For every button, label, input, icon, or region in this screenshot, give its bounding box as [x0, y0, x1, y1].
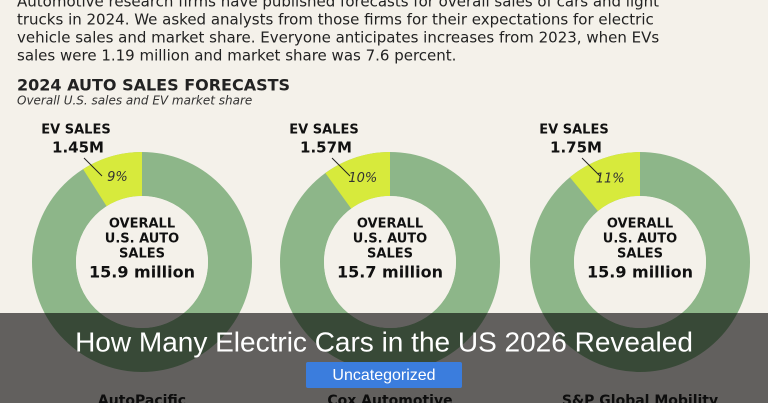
ev-share-segment: [569, 152, 640, 212]
ev-share-label: 10%: [348, 171, 377, 186]
total-sales: 15.7 million: [337, 263, 443, 282]
ev-share-segment: [325, 152, 390, 209]
leader-line: [581, 157, 601, 177]
center-label: U.S. AUTO: [353, 232, 427, 247]
center-label: U.S. AUTO: [105, 232, 179, 247]
intro-line: Automotive research firms have published…: [17, 0, 659, 11]
ev-sales: 1.45M: [52, 139, 104, 157]
ev-label: EV SALES: [289, 123, 358, 138]
category-pill[interactable]: [306, 362, 462, 388]
ev-sales: 1.57M: [300, 139, 352, 157]
post-title[interactable]: How Many Electric Cars in the US 2026 Re…: [75, 326, 693, 357]
donut-hole: [574, 196, 706, 328]
ev-sales: 1.75M: [550, 139, 602, 157]
category-label[interactable]: Uncategorized: [332, 367, 435, 384]
total-sales: 15.9 million: [587, 263, 693, 282]
center-label: OVERALL: [109, 217, 175, 232]
intro-line: vehicle sales and market share. Everyone…: [17, 29, 659, 47]
intro-line: sales were 1.19 million and market share…: [17, 47, 456, 65]
center-label: SALES: [617, 247, 663, 262]
ev-share-segment: [83, 152, 142, 207]
leader-line: [83, 157, 103, 177]
section-title: 2024 AUTO SALES FORECASTS: [17, 76, 290, 95]
intro-line: trucks in 2024. We asked analysts from t…: [17, 11, 654, 29]
ev-share-label: 9%: [107, 170, 128, 185]
section-subtitle: Overall U.S. sales and EV market share: [17, 94, 252, 108]
center-label: OVERALL: [607, 217, 673, 232]
ev-share-label: 11%: [596, 172, 625, 187]
center-label: SALES: [367, 247, 413, 262]
center-label: SALES: [119, 247, 165, 262]
total-sales: 15.9 million: [89, 263, 195, 282]
ev-label: EV SALES: [539, 123, 608, 138]
leader-line: [331, 157, 351, 177]
center-label: U.S. AUTO: [603, 232, 677, 247]
donut-hole: [76, 196, 208, 328]
center-label: OVERALL: [357, 217, 423, 232]
ev-label: EV SALES: [41, 123, 110, 138]
donut-hole: [324, 196, 456, 328]
